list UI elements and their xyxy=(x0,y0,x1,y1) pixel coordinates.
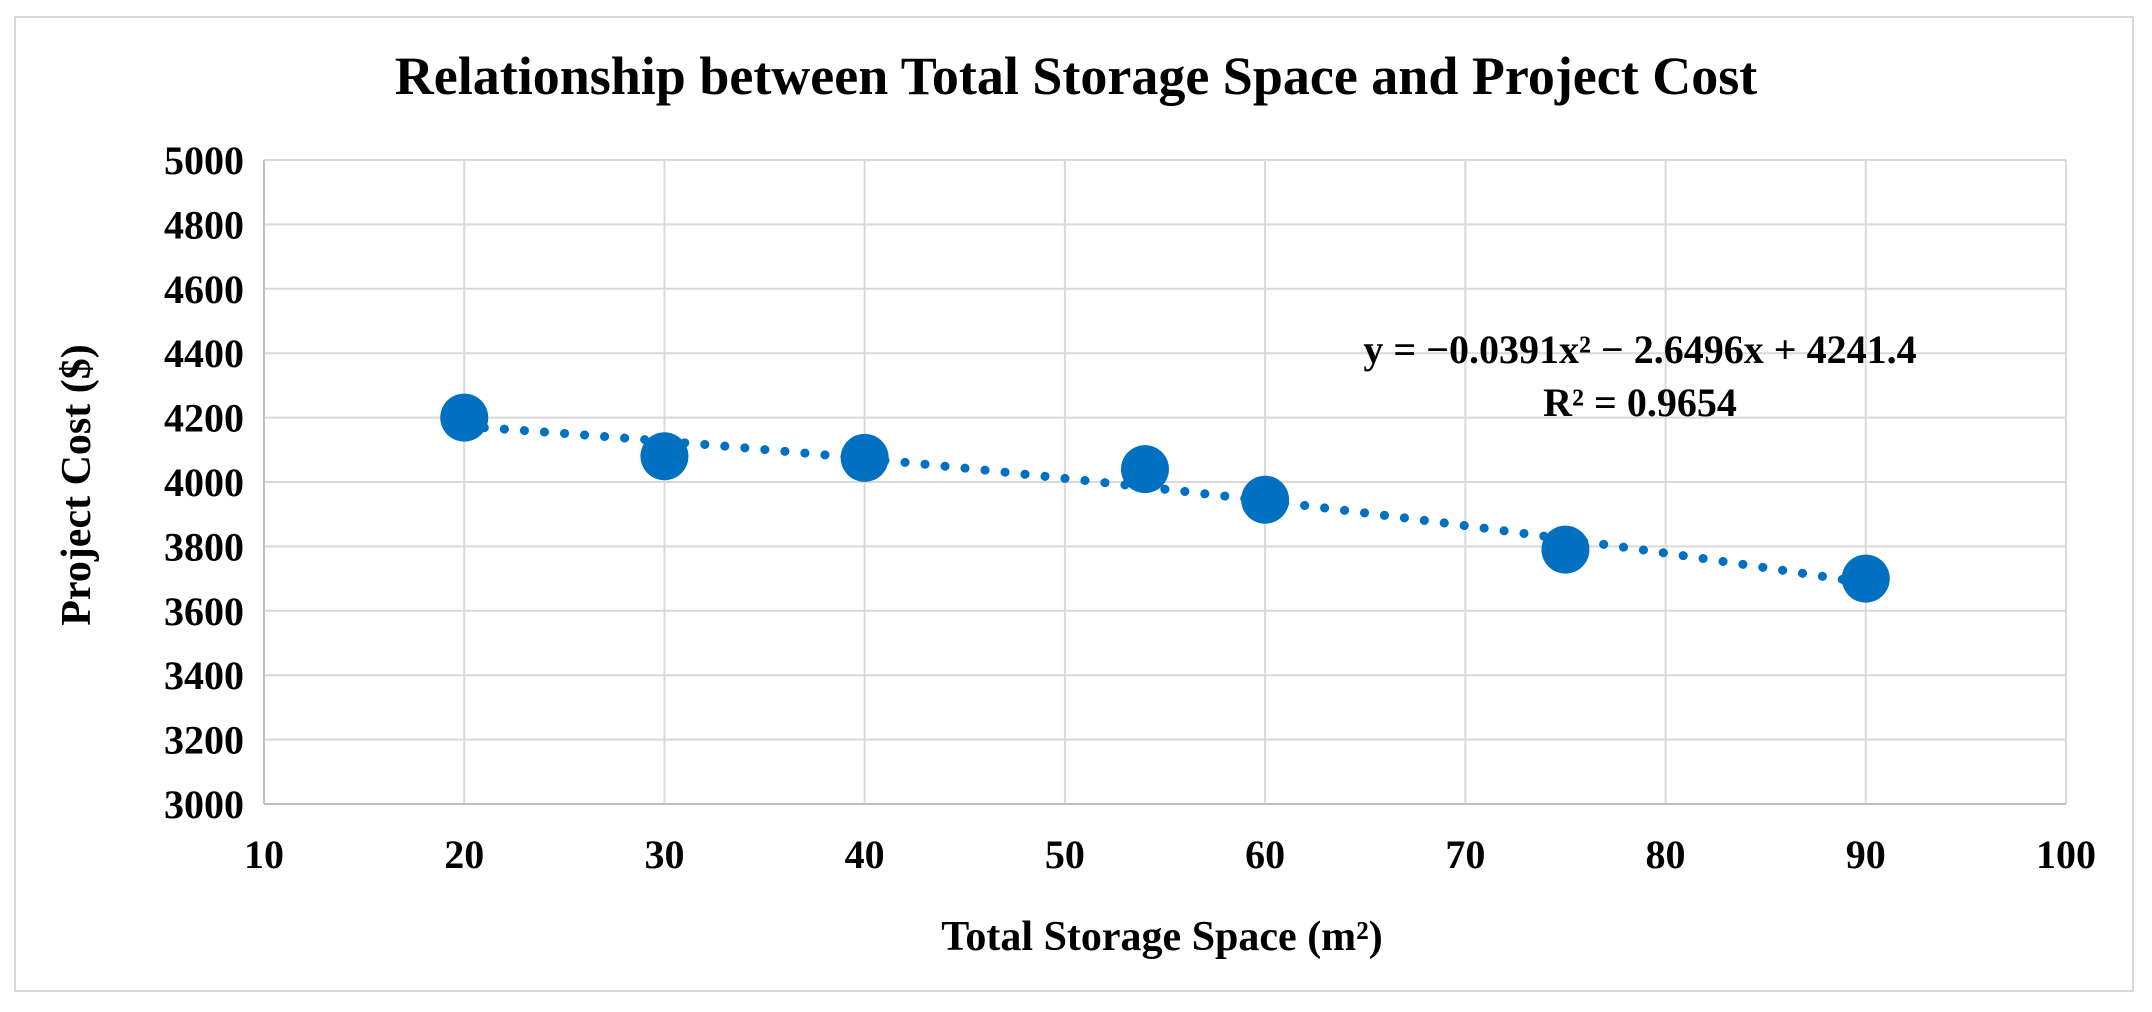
x-tick-label: 100 xyxy=(2036,832,2096,877)
x-tick-label: 80 xyxy=(1646,832,1686,877)
data-point xyxy=(840,433,889,482)
data-point xyxy=(440,393,489,442)
data-point xyxy=(1120,445,1169,494)
axis-layer xyxy=(263,160,2066,805)
y-tick-label: 4400 xyxy=(164,331,244,376)
data-point xyxy=(1541,525,1590,574)
y-tick-label: 3800 xyxy=(164,524,244,569)
x-tick-label: 60 xyxy=(1245,832,1285,877)
data-point xyxy=(1241,475,1290,524)
chart-title: Relationship between Total Storage Space… xyxy=(395,46,1757,106)
polynomial-trendline xyxy=(459,421,1871,588)
data-point xyxy=(640,432,689,481)
data-point xyxy=(1841,554,1890,603)
x-tick-label: 10 xyxy=(244,832,284,877)
y-tick-label: 3200 xyxy=(164,718,244,763)
trendline-r-squared: R² = 0.9654 xyxy=(1543,380,1737,425)
y-tick-label: 3600 xyxy=(164,589,244,634)
y-tick-label: 3400 xyxy=(164,653,244,698)
x-tick-label: 30 xyxy=(644,832,684,877)
grid-layer xyxy=(264,159,2067,804)
x-axis-title: Total Storage Space (m²) xyxy=(941,914,1383,960)
data-points xyxy=(440,393,1890,603)
trendline-equation: y = −0.0391x² − 2.6496x + 4241.4 xyxy=(1363,327,1916,372)
x-tick-label: 40 xyxy=(845,832,885,877)
y-tick-label: 4800 xyxy=(164,202,244,247)
x-tick-label: 50 xyxy=(1045,832,1085,877)
y-tick-label: 3000 xyxy=(164,782,244,827)
y-axis-title: Project Cost ($) xyxy=(54,344,100,625)
x-tick-label: 20 xyxy=(444,832,484,877)
y-tick-labels: 3000 3200 3400 3600 3800 4000 4200 4400 4600 4800… xyxy=(164,138,244,827)
x-tick-label: 90 xyxy=(1846,832,1886,877)
x-tick-label: 70 xyxy=(1445,832,1485,877)
y-tick-label: 4000 xyxy=(164,460,244,505)
trendline-layer xyxy=(459,421,1871,588)
y-tick-label: 4200 xyxy=(164,396,244,441)
y-tick-label: 4600 xyxy=(164,267,244,312)
y-tick-label: 5000 xyxy=(164,138,244,183)
chart-frame xyxy=(14,16,2134,992)
x-tick-labels: 10 20 30 40 50 60 70 80 90 100 xyxy=(244,832,2096,877)
